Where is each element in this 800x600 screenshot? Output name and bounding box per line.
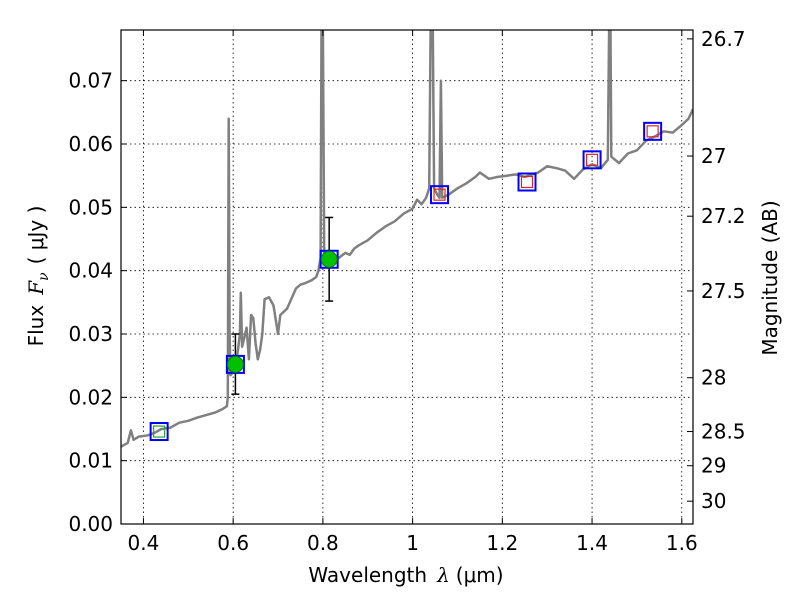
model-photometry-inner — [153, 425, 166, 438]
x-tick-label: 1.6 — [666, 531, 698, 555]
marker-layer — [149, 121, 663, 442]
observed-point — [320, 250, 338, 268]
y2-tick-label: 30 — [701, 489, 726, 513]
y2-axis-label: Magnitude (AB) — [758, 200, 782, 355]
y-tick-label: 0.06 — [68, 132, 113, 156]
x-axis-label-symbol: λ — [436, 563, 450, 587]
model-photometry-box — [149, 422, 169, 442]
y-axis-label-text: Flux — [24, 305, 48, 347]
y-tick-label: 0.05 — [68, 195, 113, 219]
x-tick-label: 0.8 — [307, 531, 339, 555]
x-axis-label-unit: (μm) — [456, 563, 504, 587]
y-tick-label: 0.00 — [68, 512, 113, 536]
x-tick-label: 0.4 — [128, 531, 160, 555]
spectrum-line — [121, 30, 693, 448]
y2-tick-label: 27 — [701, 144, 726, 168]
model-photometry-inner — [585, 153, 599, 166]
y-tick-label: 0.07 — [68, 69, 113, 93]
observed-point — [226, 355, 244, 373]
model-photometry-inner — [433, 188, 446, 201]
x-tick-label: 1.4 — [576, 531, 608, 555]
y-axis-label: Flux Fν ( μJy ) — [24, 206, 52, 347]
y-tick-label: 0.03 — [68, 322, 113, 346]
model-photometry-inner — [646, 125, 659, 138]
y2-tick-label: 26.7 — [701, 27, 746, 51]
y2-tick-label: 28.5 — [701, 420, 746, 444]
errorbar-layer — [231, 216, 334, 395]
x-axis: 0.4 0.6 0.8 1 1.2 1.4 1.6 — [128, 30, 698, 555]
model-photometry-box — [582, 150, 602, 170]
y2-tick-label: 28 — [701, 366, 726, 390]
y2-tick-label: 29 — [701, 454, 726, 478]
x-tick-label: 1.2 — [486, 531, 518, 555]
y-axis-label-symbol: F — [24, 280, 48, 296]
x-tick-label: 1 — [406, 531, 419, 555]
model-photometry-inner — [520, 175, 534, 189]
y-tick-label: 0.04 — [68, 259, 113, 283]
x-axis-label-text: Wavelength — [308, 563, 427, 587]
y-tick-label: 0.02 — [68, 385, 113, 409]
model-photometry-box — [430, 185, 450, 205]
y2-tick-label: 27.5 — [701, 279, 746, 303]
y-tick-label: 0.01 — [68, 449, 113, 473]
spectrum-layer — [121, 30, 693, 448]
plot-frame — [120, 29, 694, 525]
y-axis-label-unit: ( μJy ) — [24, 206, 48, 265]
model-photometry-box — [517, 172, 537, 192]
x-axis-label: Wavelength λ (μm) — [308, 563, 503, 587]
y2-tick-label: 27.2 — [701, 204, 746, 228]
x-tick-label: 0.6 — [217, 531, 249, 555]
y-axis-label-subscript: ν — [36, 272, 52, 281]
y-axis-right: 26.7 27 27.2 27.5 28 28.5 29 30 — [687, 27, 746, 513]
y-axis-left: 0.00 0.01 0.02 0.03 0.04 0.05 0.06 0.07 — [68, 69, 127, 536]
model-photometry-box — [643, 121, 663, 141]
